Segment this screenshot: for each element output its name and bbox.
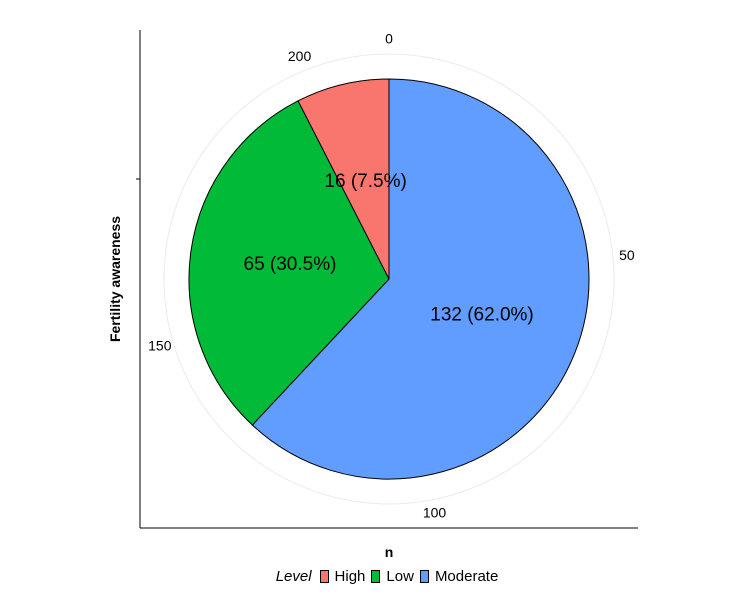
theta-tick-label: 50 [619,247,635,263]
slice-label-low: 65 (30.5%) [244,254,337,275]
theta-ticks: 0 50 100 150 200 [148,31,635,521]
legend-key-high [319,570,329,583]
pie-slice-high [297,78,390,280]
legend: Level High Low Moderate [0,568,750,585]
legend-label-low: Low [386,568,414,585]
legend-title: Level [275,568,312,585]
x-axis-title: n [385,544,394,560]
legend-key-low [371,570,381,583]
theta-tick-label: 150 [148,337,172,353]
theta-tick-label: 100 [423,504,447,520]
grid-circle [163,53,615,505]
legend-label-high: High [334,568,366,585]
radial-grid [163,53,615,505]
legend-item-low: Low [371,568,414,585]
legend-item-moderate: Moderate [419,568,499,585]
slice-labels: 132 (62.0%) 65 (30.5%) 16 (7.5%) [244,171,534,326]
legend-key-moderate [419,570,429,583]
y-axis-title: Fertility awareness [107,216,123,342]
theta-tick-label: 0 [385,31,393,47]
slice-label-moderate: 132 (62.0%) [430,305,534,326]
legend-item-high: High [319,568,366,585]
legend-label-moderate: Moderate [434,568,499,585]
slice-label-high: 16 (7.5%) [324,171,406,192]
pie-slice-moderate [251,78,590,480]
theta-tick-label: 200 [288,48,312,64]
pie-slices [188,78,590,480]
